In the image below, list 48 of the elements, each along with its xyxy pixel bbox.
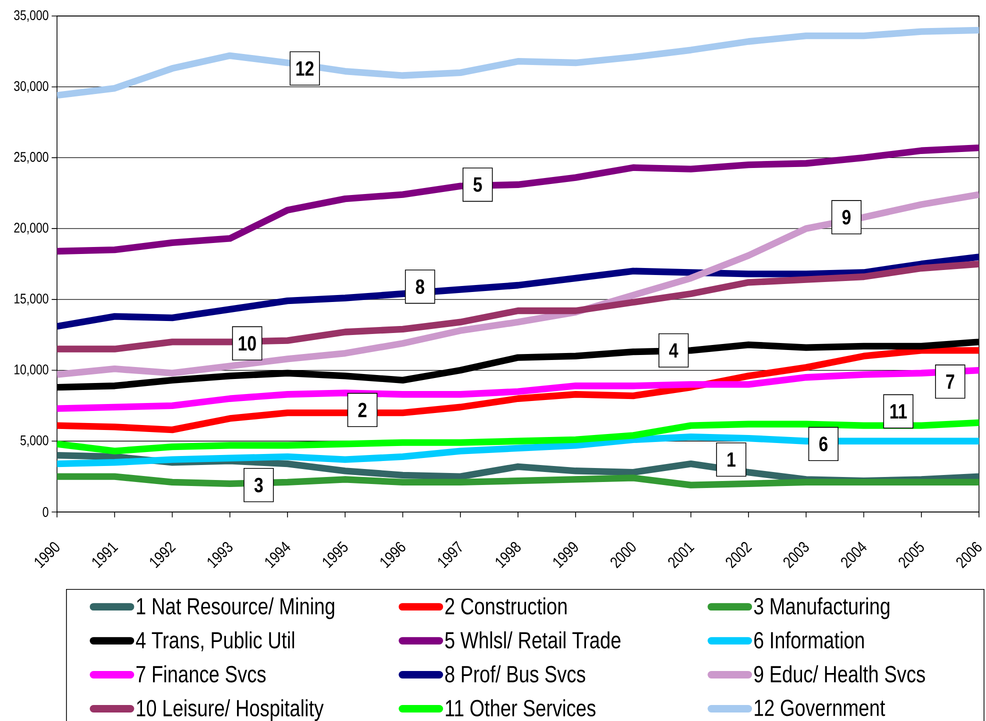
legend-label: 6 Information (754, 631, 864, 648)
legend-label: 8 Prof/ Bus Svcs (445, 665, 586, 682)
annotation: 4 (669, 343, 678, 358)
x-tick-label: 1991 (92, 542, 118, 568)
x-tick-label: 1992 (150, 542, 176, 568)
x-tick-label: 1996 (380, 542, 406, 568)
x-tick-label: 1999 (553, 542, 578, 568)
annotation: 6 (819, 436, 828, 452)
annotation: 2 (358, 402, 366, 418)
legend-label: 3 Manufacturing (754, 597, 890, 620)
y-tick-label: 0 (42, 507, 48, 517)
x-tick-label: 1993 (208, 542, 233, 568)
y-tick-label: 10,000 (14, 364, 48, 376)
annotation: 12 (296, 61, 314, 76)
annotation: 9 (842, 210, 851, 225)
annotation: 10 (238, 336, 256, 351)
x-tick-label: 2002 (726, 542, 752, 568)
x-tick-label: 2006 (956, 542, 982, 568)
x-tick-label: 2004 (841, 542, 867, 568)
annotation: 1 (728, 452, 736, 467)
legend-label: 4 Trans, Public Util (136, 631, 294, 652)
x-tick-label: 2001 (668, 542, 695, 568)
legend-label: 10 Leisure/ Hospitality (136, 699, 324, 721)
y-tick-label: 15,000 (14, 294, 48, 306)
legend-label: 11 Other Services (446, 699, 596, 716)
annotation: 7 (946, 374, 954, 389)
x-tick-label: 1990 (34, 542, 60, 568)
legend-label: 2 Construction (445, 597, 567, 615)
x-tick-label: 1998 (496, 542, 521, 568)
legend-label: 5 Whlsl/ Retail Trade (445, 631, 620, 648)
x-tick-label: 1995 (322, 541, 348, 568)
x-tick-label: 1997 (438, 540, 462, 568)
y-tick-label: 35,000 (14, 10, 48, 22)
annotation: 11 (890, 404, 907, 418)
legend-label: 7 Finance Svcs (136, 665, 266, 682)
x-tick-label: 2003 (783, 542, 809, 568)
x-tick-label: 1994 (265, 542, 290, 568)
legend-label: 12 Government (754, 700, 886, 716)
y-tick-label: 30,000 (14, 81, 48, 93)
annotation: 3 (254, 478, 263, 492)
annotation: 5 (473, 177, 482, 192)
legend-label: 9 Educ/ Health Svcs (754, 665, 925, 682)
x-tick-label: 2000 (610, 542, 636, 568)
annotation: 8 (416, 279, 424, 294)
y-tick-label: 20,000 (14, 222, 48, 234)
y-tick-label: 5,000 (20, 435, 48, 447)
y-tick-label: 25,000 (14, 152, 48, 164)
legend-label: 1 Nat Resource/ Mining (136, 597, 334, 620)
